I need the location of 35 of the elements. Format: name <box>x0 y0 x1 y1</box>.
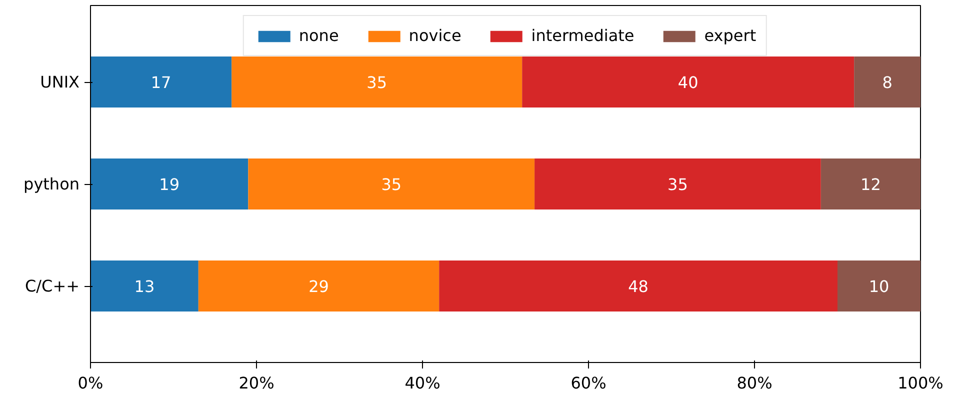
x-tick-label: 0% <box>78 374 104 392</box>
bar <box>820 158 920 210</box>
x-tick-label: 20% <box>238 374 274 392</box>
bar <box>534 158 821 210</box>
data-label: 40 <box>678 73 698 92</box>
legend-label: expert <box>704 26 756 45</box>
x-tick-label: 60% <box>570 374 606 392</box>
data-label: 35 <box>381 175 402 194</box>
bar <box>838 260 920 312</box>
data-label: 35 <box>668 175 688 194</box>
legend-label: novice <box>408 26 462 45</box>
data-label: 12 <box>860 175 881 194</box>
data-label: 19 <box>159 175 180 194</box>
y-tick-label: python <box>24 174 80 194</box>
data-label: 48 <box>628 277 648 296</box>
data-label: 17 <box>150 73 172 92</box>
y-tick-label: UNIX <box>40 72 80 92</box>
x-tick-label: 100% <box>898 374 944 392</box>
bar <box>90 158 248 210</box>
x-tick-label: 80% <box>736 374 772 392</box>
y-tick-label: C/C++ <box>24 276 80 296</box>
data-label: 8 <box>882 73 892 92</box>
legend-label: intermediate <box>531 26 634 45</box>
data-label: 29 <box>308 277 329 296</box>
bar <box>248 158 535 210</box>
data-label: 35 <box>366 73 388 92</box>
data-label: 13 <box>134 277 155 296</box>
data-label: 10 <box>868 277 890 296</box>
bar <box>439 260 838 312</box>
bar <box>90 56 232 108</box>
bar <box>90 260 198 312</box>
legend-label: none <box>298 26 339 45</box>
bar <box>198 260 440 312</box>
x-tick-label: 40% <box>404 374 440 392</box>
bar <box>854 56 920 108</box>
